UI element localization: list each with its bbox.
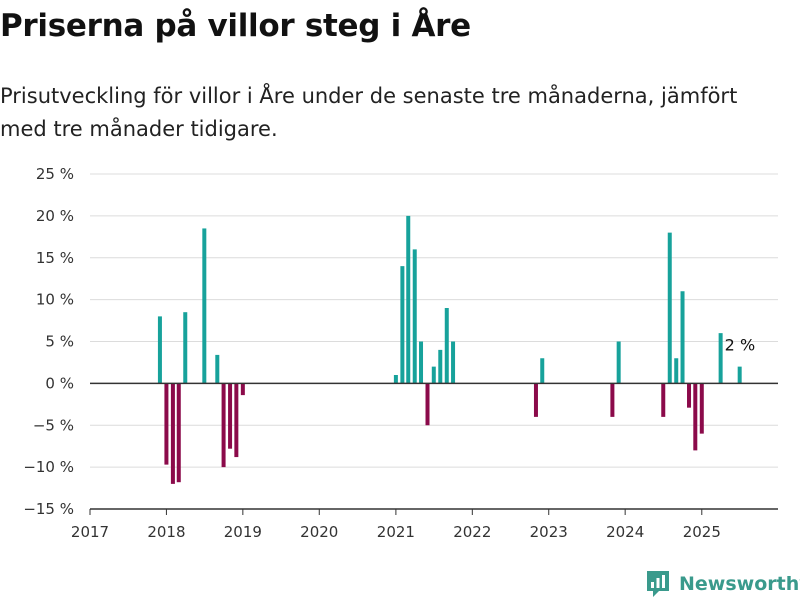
bars — [157, 215, 742, 484]
x-tick-label: 2024 — [606, 523, 644, 541]
axes: −15 % −10 % −5 % 0 % 5 % 10 % 15 % 20 % 25 % 2017… — [23, 165, 778, 541]
bar-negative — [687, 383, 692, 408]
bar-negative — [533, 383, 538, 417]
data-label: 2 % — [725, 336, 755, 355]
annotations: 2 % — [725, 336, 755, 355]
bar-positive — [540, 358, 545, 384]
y-tick-label: 20 % — [36, 207, 74, 225]
x-tick-label: 2023 — [530, 523, 568, 541]
bar-positive — [680, 291, 685, 384]
bar-positive — [393, 375, 398, 384]
y-tick-label: −10 % — [23, 458, 74, 476]
chart-subtitle: Prisutveckling för villor i Åre under de… — [0, 84, 738, 141]
x-tick-label: 2020 — [300, 523, 338, 541]
bar-positive — [451, 341, 456, 384]
bar-positive — [737, 366, 742, 384]
bar-positive — [419, 341, 424, 384]
bar-positive — [183, 312, 188, 384]
bar-negative — [240, 383, 245, 396]
x-tick-label: 2018 — [147, 523, 185, 541]
grid-lines — [90, 173, 778, 510]
y-tick-label: −15 % — [23, 500, 74, 518]
newsworthy-logo-icon — [647, 571, 669, 597]
chart-title: Priserna på villor steg i Åre — [0, 8, 471, 44]
bar-negative — [425, 383, 430, 426]
x-tick-label: 2021 — [377, 523, 415, 541]
x-tick-label: 2017 — [71, 523, 109, 541]
x-tick-label: 2019 — [224, 523, 262, 541]
x-tick-label: 2025 — [683, 523, 721, 541]
y-tick-label: 15 % — [36, 249, 74, 267]
bar-negative — [234, 383, 239, 458]
bar-negative — [228, 383, 233, 449]
bar-negative — [610, 383, 615, 417]
bar-positive — [718, 333, 723, 384]
bar-negative — [221, 383, 226, 468]
bar-positive — [674, 358, 679, 384]
y-tick-label: −5 % — [33, 416, 74, 434]
brand-logo: Newsworthy — [645, 569, 800, 599]
bar-negative — [176, 383, 181, 483]
bar-negative — [699, 383, 704, 434]
x-tick-label: 2022 — [453, 523, 491, 541]
bar-negative — [170, 383, 175, 484]
bar-positive — [215, 354, 220, 384]
bar-positive — [202, 228, 207, 384]
y-tick-label: 5 % — [45, 333, 74, 351]
bar-positive — [667, 232, 672, 384]
y-tick-label: 25 % — [36, 165, 74, 183]
bar-positive — [438, 349, 443, 384]
y-tick-label: 10 % — [36, 291, 74, 309]
bar-positive — [431, 366, 436, 384]
bar-positive — [400, 266, 405, 384]
bar-negative — [661, 383, 666, 417]
bar-positive — [157, 316, 162, 384]
y-tick-label: 0 % — [45, 374, 74, 392]
bar-positive — [406, 215, 411, 384]
bar-positive — [412, 249, 417, 384]
bar-negative — [164, 383, 169, 465]
bar-positive — [616, 341, 621, 384]
bar-negative — [693, 383, 698, 451]
brand-name: Newsworthy — [679, 573, 800, 595]
bar-positive — [444, 308, 449, 384]
